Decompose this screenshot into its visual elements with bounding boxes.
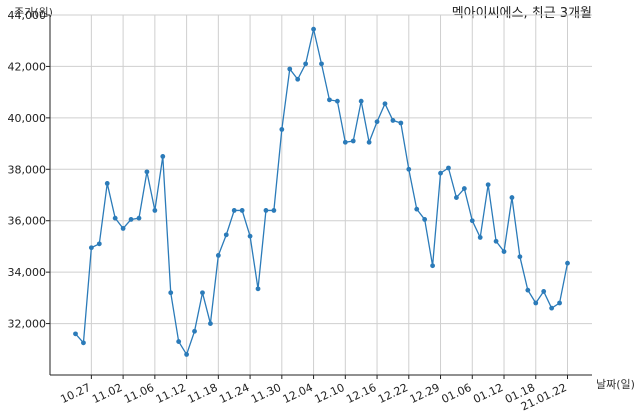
series-line (75, 28, 569, 356)
y-tick-label: 34,000 (8, 266, 47, 279)
data-point (287, 66, 293, 72)
data-point (454, 195, 459, 200)
x-tick-label: 11.06 (122, 381, 156, 406)
x-tick-label: 11.12 (154, 381, 188, 406)
y-axis-label: 주가(원) (14, 6, 53, 19)
data-point (192, 328, 197, 334)
x-tick-label: 10.27 (59, 381, 93, 406)
data-point (128, 217, 134, 222)
data-point (144, 169, 150, 175)
x-axis-label: 날짜(일) (596, 378, 635, 391)
data-point (136, 215, 142, 221)
data-point (414, 206, 420, 212)
x-tick-label: 11.30 (249, 381, 283, 406)
data-point (208, 321, 213, 326)
data-point (303, 61, 309, 67)
y-tick-label: 36,000 (8, 215, 47, 228)
data-point (358, 98, 364, 104)
data-point (88, 245, 94, 251)
data-point (382, 101, 388, 107)
data-point (327, 97, 332, 103)
data-point (263, 208, 269, 213)
data-point (160, 154, 166, 159)
data-point (398, 120, 404, 126)
data-point (73, 331, 78, 337)
data-point (390, 118, 396, 123)
data-point (374, 119, 380, 125)
x-tick-label: 01.06 (439, 381, 473, 406)
x-tick-label: 01.12 (471, 381, 505, 406)
data-point (334, 98, 340, 104)
x-tick-label: 12.16 (344, 381, 378, 406)
data-point (533, 300, 539, 306)
data-point (112, 215, 118, 221)
data-point (438, 170, 443, 176)
data-point (493, 238, 499, 244)
axes (46, 14, 592, 379)
x-tick-label: 11.02 (90, 381, 124, 406)
data-point (200, 290, 205, 296)
data-point (469, 218, 475, 224)
x-tick-label: 12.04 (281, 381, 315, 406)
data-point (430, 263, 435, 269)
data-point (271, 208, 277, 213)
data-point (96, 241, 102, 247)
x-tick-label: 11.18 (186, 381, 220, 406)
data-point (509, 195, 515, 200)
x-tick-label: 12.10 (313, 381, 347, 406)
x-tick-label: 12.29 (408, 381, 442, 406)
data-point (104, 181, 110, 186)
data-point (247, 233, 253, 239)
data-point (184, 352, 189, 357)
data-point (525, 287, 531, 293)
data-point (461, 186, 467, 191)
y-tick-labels: 32,000 34,000 36,000 38,000 40,000 42,000 44,0… (8, 9, 47, 331)
data-point (152, 208, 158, 213)
data-point (168, 290, 174, 296)
data-point (485, 182, 491, 188)
price-series (73, 26, 570, 357)
data-point (366, 139, 372, 145)
x-tick-label: 11.24 (217, 381, 251, 406)
data-point (231, 208, 237, 213)
grid-lines (50, 14, 592, 375)
y-tick-label: 40,000 (8, 112, 47, 125)
data-point (549, 305, 555, 311)
data-point (215, 253, 221, 258)
data-point (176, 339, 182, 344)
data-point (255, 286, 261, 292)
data-point (565, 260, 570, 266)
data-point (422, 217, 428, 222)
data-point (446, 165, 451, 171)
data-point (120, 226, 126, 231)
data-point (517, 254, 523, 260)
data-point (557, 300, 562, 306)
data-point (342, 139, 348, 145)
data-point (311, 26, 316, 32)
data-point (501, 249, 507, 254)
data-point (295, 76, 301, 82)
y-tick-label: 38,000 (8, 163, 47, 176)
data-point (350, 138, 356, 144)
data-point (477, 235, 483, 240)
y-tick-label: 32,000 (8, 318, 47, 331)
x-tick-labels: 10.2711.0211.0611.1211.1811.2411.3012.04… (59, 381, 569, 413)
y-tick-label: 44,000 (8, 9, 47, 22)
data-point (406, 166, 412, 172)
data-point (81, 340, 86, 346)
data-point (223, 232, 229, 238)
data-point (541, 289, 547, 294)
chart-title: 멕아이씨에스, 최근 3개월 (451, 6, 592, 21)
x-tick-label: 12.22 (376, 381, 410, 406)
y-tick-label: 42,000 (8, 60, 47, 73)
data-point (279, 127, 285, 132)
data-point (319, 61, 324, 67)
data-point (239, 208, 245, 213)
